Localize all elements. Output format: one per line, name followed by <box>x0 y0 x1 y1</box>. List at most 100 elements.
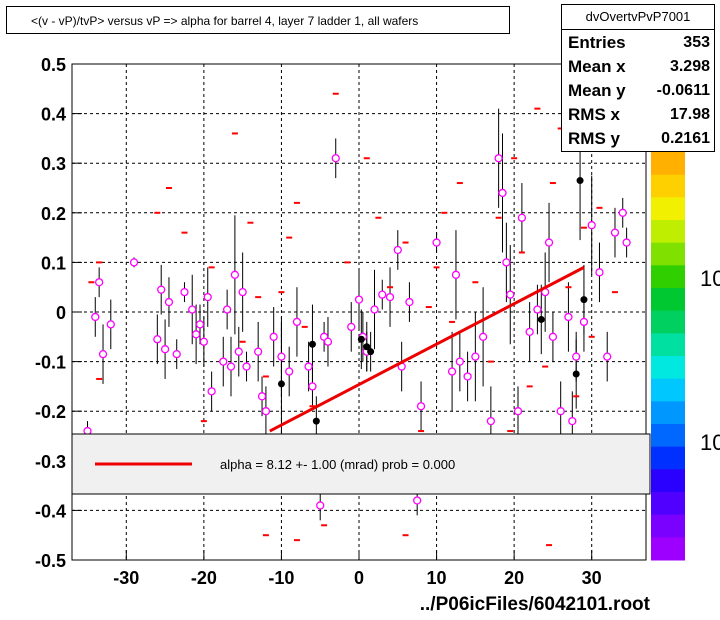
data-point <box>91 312 100 322</box>
data-point <box>234 347 243 356</box>
data-point <box>199 337 209 346</box>
data-point <box>498 188 507 198</box>
data-point <box>219 357 228 366</box>
legend-text: alpha = 8.12 +- 1.00 (mrad) prob = 0.000 <box>220 457 455 472</box>
data-point <box>106 320 115 329</box>
palette-cell <box>651 333 685 357</box>
y-tick-label: 0.1 <box>41 253 66 273</box>
y-tick-label: 0 <box>56 303 66 323</box>
palette-cell <box>651 356 685 380</box>
data-point <box>568 416 577 426</box>
data-point <box>451 270 461 279</box>
data-point <box>533 305 542 314</box>
chart-title: <(v - vP)/tvP> versus vP => alpha for ba… <box>6 6 510 34</box>
data-point <box>572 352 581 361</box>
data-point <box>191 330 201 339</box>
data-point <box>544 238 554 247</box>
data-point <box>157 285 166 294</box>
data-point <box>471 352 480 361</box>
stats-value: 0.2161 <box>661 130 710 147</box>
data-point-black <box>308 340 316 348</box>
data-point <box>261 407 271 416</box>
data-point <box>455 357 464 366</box>
black-markers <box>277 177 588 425</box>
data-point <box>316 501 325 510</box>
data-point <box>622 238 631 247</box>
data-point-black <box>367 348 375 356</box>
data-point <box>180 288 189 297</box>
data-point <box>463 372 472 381</box>
stats-key: Mean y <box>568 81 626 100</box>
data-point <box>222 305 232 314</box>
data-point <box>331 154 340 163</box>
data-point <box>525 327 534 336</box>
data-point <box>517 213 527 222</box>
data-point <box>308 382 317 391</box>
data-point-black <box>277 380 285 388</box>
data-point <box>564 312 573 322</box>
data-point <box>238 288 247 297</box>
data-point-black <box>576 177 584 185</box>
data-point <box>513 407 523 416</box>
data-point-black <box>572 370 580 378</box>
data-point <box>285 367 294 376</box>
stats-name: dvOvertvPvP7001 <box>562 5 714 30</box>
data-point <box>226 362 236 371</box>
data-point <box>323 337 333 346</box>
z-axis-label: 10 <box>700 430 720 455</box>
data-point-black <box>312 417 320 425</box>
data-point <box>579 317 589 327</box>
data-point <box>188 305 197 314</box>
data-point <box>242 362 251 371</box>
data-point <box>195 320 205 329</box>
x-tick-label: 30 <box>582 568 602 588</box>
data-point <box>413 496 422 505</box>
data-point <box>502 258 511 267</box>
data-point <box>94 278 104 287</box>
palette-cell <box>651 242 685 266</box>
x-tick-label: -30 <box>113 568 139 588</box>
data-point <box>393 245 402 255</box>
stats-key: Mean x <box>568 57 626 76</box>
stats-value: 3.298 <box>669 58 710 75</box>
palette-cell <box>651 401 685 425</box>
data-point <box>618 208 627 217</box>
data-point <box>432 238 441 247</box>
stats-value: 17.98 <box>669 106 710 123</box>
data-point <box>370 305 379 314</box>
data-point <box>385 292 395 302</box>
data-point <box>347 322 356 332</box>
data-point-black <box>537 315 545 323</box>
y-tick-label: -0.4 <box>35 501 66 521</box>
data-point <box>416 402 426 411</box>
data-point <box>160 345 170 354</box>
stats-row-entries: Entries 353 <box>562 30 714 54</box>
y-tick-label: -0.3 <box>35 452 66 472</box>
palette-cell <box>651 492 685 516</box>
data-point <box>277 352 286 361</box>
data-point <box>378 290 387 299</box>
stats-key: Entries <box>568 33 626 52</box>
y-tick-label: 0.4 <box>41 105 66 125</box>
data-point <box>304 362 313 371</box>
data-point <box>172 350 181 359</box>
data-point <box>610 228 620 237</box>
palette-cell <box>651 310 685 334</box>
data-point <box>354 295 364 304</box>
x-tick-label: 10 <box>427 568 447 588</box>
palette-cell <box>651 446 685 470</box>
stats-row-rms-y: RMS y 0.2161 <box>562 126 714 150</box>
data-point <box>548 332 558 341</box>
data-point-black <box>363 343 371 351</box>
palette-cell <box>651 424 685 448</box>
data-point <box>447 367 457 376</box>
palette-cell <box>651 378 685 402</box>
x-axis-ticks: -30 -20 -10 0 10 20 30 <box>113 550 602 588</box>
y-tick-label: -0.1 <box>35 353 66 373</box>
stats-key: RMS x <box>568 105 620 124</box>
fit-line <box>269 266 585 433</box>
x-tick-label: -20 <box>191 568 217 588</box>
data-point <box>486 416 496 426</box>
data-point <box>164 297 174 307</box>
